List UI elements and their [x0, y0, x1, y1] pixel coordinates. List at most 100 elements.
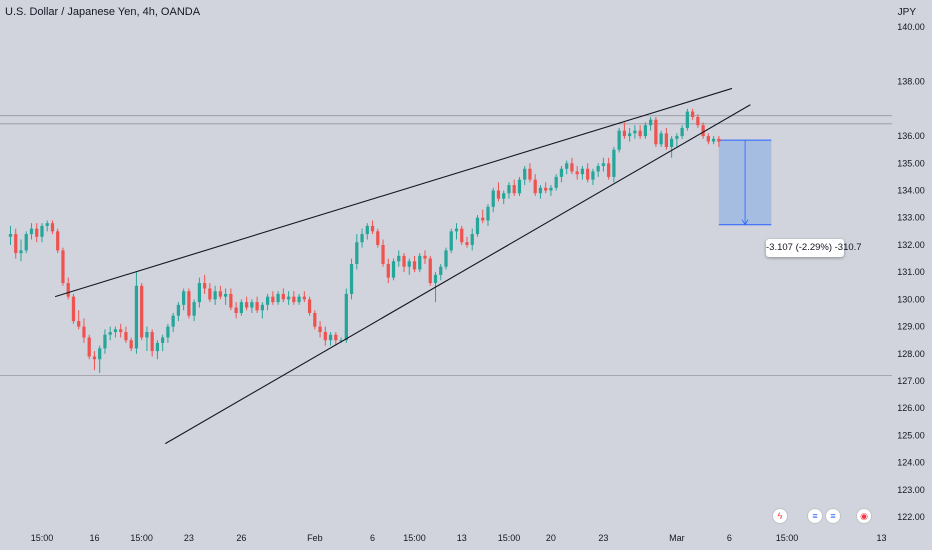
candle-body: [633, 130, 637, 134]
candle-body: [203, 283, 207, 289]
candle-body: [66, 283, 70, 297]
candle: [523, 166, 527, 186]
candle: [470, 228, 474, 251]
candle: [460, 225, 464, 245]
candle: [554, 174, 558, 191]
candle-body: [276, 293, 280, 303]
candle: [402, 253, 406, 273]
target-icon[interactable]: ◉: [857, 509, 871, 523]
y-tick-label: 136.00: [897, 131, 925, 141]
candle: [124, 326, 128, 343]
candle-body: [675, 136, 679, 139]
candle: [161, 334, 165, 352]
candle-body: [19, 250, 23, 254]
candle-body: [56, 231, 60, 251]
candle-body: [386, 264, 390, 278]
candle-body: [360, 234, 364, 243]
candle-body: [512, 185, 516, 194]
candle-body: [108, 332, 112, 335]
candle-body: [339, 340, 343, 342]
candle-body: [265, 296, 270, 305]
candle-body: [82, 326, 86, 338]
candle-body: [229, 293, 233, 308]
candle-body: [208, 288, 212, 300]
candle-body: [486, 206, 490, 221]
candle-body: [711, 138, 716, 142]
candle-body: [145, 332, 149, 338]
candle: [664, 127, 669, 150]
candle-body: [370, 225, 375, 232]
candle-body: [554, 176, 558, 188]
candle-body: [328, 334, 333, 341]
candle-body: [475, 217, 480, 235]
candle: [328, 332, 333, 346]
candle: [182, 288, 186, 311]
us-flag-icon[interactable]: ≡: [808, 509, 822, 523]
candle: [412, 255, 417, 273]
chart-title: U.S. Dollar / Japanese Yen, 4h, OANDA: [5, 6, 201, 18]
candle: [14, 228, 18, 259]
y-tick-label: 130.00: [897, 294, 925, 304]
candle: [71, 293, 76, 324]
candle-body: [260, 304, 264, 311]
candle-body: [454, 228, 459, 232]
candle: [77, 310, 81, 330]
candles: [8, 108, 721, 373]
us-flag-icon[interactable]: ≡: [826, 509, 840, 523]
candle: [355, 234, 359, 270]
candle: [533, 174, 537, 196]
candle: [654, 117, 658, 147]
candle: [565, 160, 569, 175]
candle: [213, 285, 217, 305]
x-axis[interactable]: 15:00 16 15:00 23 26 Feb 6 15:00 13 15:00 20 23 Mar 6…: [31, 533, 887, 543]
candle: [119, 323, 123, 338]
candle: [491, 187, 495, 213]
candle-body: [643, 125, 648, 137]
candle: [265, 293, 270, 311]
y-axis[interactable]: 122.00 123.00 124.00 125.00 126.00 127.00 128.…: [897, 22, 925, 522]
candle-body: [433, 274, 438, 284]
candle: [690, 108, 695, 120]
y-tick-label: 132.00: [897, 240, 925, 250]
candle-body: [397, 255, 401, 262]
candle-body: [533, 179, 537, 194]
candle: [517, 176, 522, 196]
candle-body: [87, 337, 91, 357]
y-tick-label: 128.00: [897, 349, 925, 359]
candle: [244, 296, 249, 311]
candle: [29, 223, 34, 240]
candle-body: [601, 163, 606, 167]
candle: [239, 299, 243, 316]
trendlines[interactable]: [54, 87, 751, 445]
candle-body: [35, 228, 39, 237]
candle-body: [134, 285, 139, 349]
candle-body: [166, 326, 170, 338]
candle: [140, 283, 144, 341]
x-tick-label: Feb: [307, 533, 323, 543]
lightning-icon[interactable]: ϟ: [773, 509, 787, 523]
candle: [512, 179, 516, 196]
candle-body: [596, 166, 600, 172]
candle: [286, 291, 291, 305]
candle-body: [24, 234, 28, 251]
candle-body: [113, 329, 118, 333]
candle-body: [428, 258, 432, 284]
candle: [108, 326, 112, 341]
candle-body: [218, 291, 223, 297]
candle: [297, 293, 301, 305]
candle: [643, 122, 648, 139]
candle: [423, 250, 427, 264]
candle-body: [491, 190, 495, 207]
candle-body: [669, 138, 674, 147]
candle: [386, 258, 390, 284]
candle-body: [649, 119, 653, 126]
candle-body: [318, 326, 322, 333]
candle: [502, 190, 506, 205]
candle: [250, 299, 254, 313]
x-tick-label: 13: [876, 533, 886, 543]
candle: [628, 127, 632, 142]
candle-body: [570, 163, 574, 172]
candle-body: [77, 321, 81, 327]
